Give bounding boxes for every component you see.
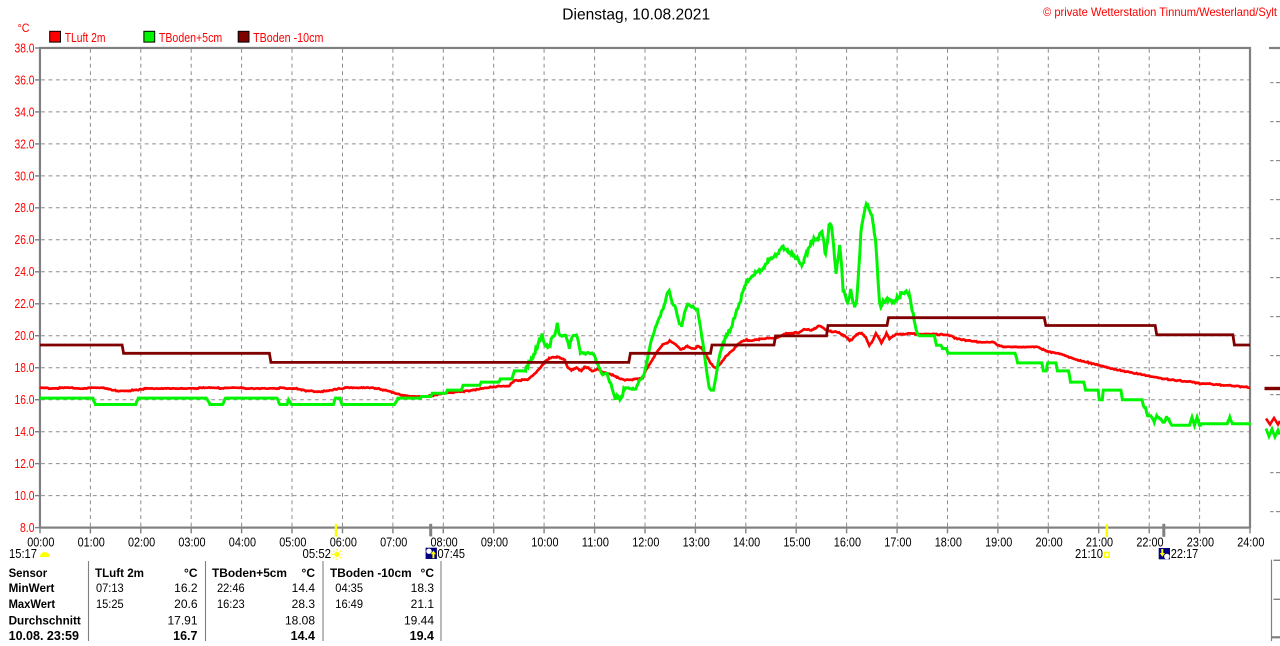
svg-text:22:17: 22:17 (1171, 546, 1199, 561)
svg-text:10.0: 10.0 (15, 488, 35, 503)
svg-text:16.2: 16.2 (174, 581, 198, 595)
svg-text:TLuft 2m: TLuft 2m (65, 30, 106, 45)
svg-text:28.3: 28.3 (292, 597, 316, 611)
svg-text:12:00: 12:00 (632, 534, 659, 549)
svg-text:TLuft 2m: TLuft 2m (95, 566, 144, 580)
svg-text:02:00: 02:00 (128, 534, 155, 549)
svg-text:03:00: 03:00 (178, 534, 205, 549)
svg-text:16.0: 16.0 (15, 392, 35, 407)
svg-text:Dienstag, 10.08.2021: Dienstag, 10.08.2021 (562, 7, 710, 24)
svg-text:16:23: 16:23 (217, 597, 245, 611)
svg-text:19:00: 19:00 (985, 534, 1012, 549)
svg-text:19.4: 19.4 (410, 629, 434, 641)
svg-text:24:00: 24:00 (1237, 534, 1264, 549)
svg-text:06:00: 06:00 (330, 534, 357, 549)
svg-text:15:25: 15:25 (96, 597, 124, 611)
svg-text:07:00: 07:00 (380, 534, 407, 549)
svg-text:14.4: 14.4 (292, 581, 316, 595)
svg-text:°C: °C (421, 566, 435, 580)
svg-text:18:00: 18:00 (935, 534, 962, 549)
svg-text:°C: °C (18, 21, 30, 35)
svg-text:13:00: 13:00 (683, 534, 710, 549)
svg-text:36.0: 36.0 (15, 72, 35, 87)
svg-text:18.08: 18.08 (285, 613, 315, 627)
svg-text:21.1: 21.1 (411, 597, 435, 611)
svg-text:21:10: 21:10 (1075, 546, 1103, 561)
svg-text:01:00: 01:00 (78, 534, 105, 549)
svg-text:32.0: 32.0 (15, 136, 35, 151)
svg-text:14:00: 14:00 (733, 534, 760, 549)
svg-text:24.0: 24.0 (15, 264, 35, 279)
svg-text:8.0: 8.0 (20, 520, 35, 535)
svg-text:14.4: 14.4 (291, 629, 315, 641)
svg-text:20:00: 20:00 (1036, 534, 1063, 549)
svg-text:10.08. 23:59: 10.08. 23:59 (9, 629, 79, 641)
svg-text:07:45: 07:45 (438, 546, 466, 561)
svg-text:22:00: 22:00 (1136, 534, 1163, 549)
svg-text:12.0: 12.0 (15, 456, 35, 471)
svg-text:34.0: 34.0 (15, 104, 35, 119)
svg-text:17.91: 17.91 (167, 613, 197, 627)
svg-text:16.7: 16.7 (173, 629, 197, 641)
svg-text:18.0: 18.0 (15, 360, 35, 375)
svg-text:MaxWert: MaxWert (9, 597, 56, 611)
svg-text:22.0: 22.0 (15, 296, 35, 311)
svg-text:11:00: 11:00 (582, 534, 609, 549)
svg-text:07:13: 07:13 (96, 581, 124, 595)
svg-text:22:46: 22:46 (217, 581, 245, 595)
svg-text:Durchschnitt: Durchschnitt (9, 613, 81, 627)
svg-text:38.0: 38.0 (15, 40, 35, 55)
svg-text:15:17: 15:17 (9, 546, 37, 561)
svg-text:04:35: 04:35 (335, 581, 363, 595)
svg-text:05:52: 05:52 (303, 546, 332, 561)
svg-text:°C: °C (184, 566, 198, 580)
svg-text:26.0: 26.0 (15, 232, 35, 247)
svg-text:© private Wetterstation Tinnum: © private Wetterstation Tinnum/Westerlan… (1043, 5, 1278, 19)
svg-text:Sensor: Sensor (9, 566, 48, 580)
svg-text:30.0: 30.0 (15, 168, 35, 183)
svg-text:TBoden+5cm: TBoden+5cm (212, 566, 287, 580)
svg-text:15:00: 15:00 (783, 534, 810, 549)
svg-text:TBoden -10cm: TBoden -10cm (253, 30, 323, 45)
svg-text:20.0: 20.0 (15, 328, 35, 343)
svg-text:16:49: 16:49 (335, 597, 363, 611)
svg-text:19.44: 19.44 (404, 613, 434, 627)
svg-text:TBoden+5cm: TBoden+5cm (159, 30, 222, 45)
svg-text:°C: °C (302, 566, 316, 580)
svg-text:28.0: 28.0 (15, 200, 35, 215)
svg-text:10:00: 10:00 (531, 534, 558, 549)
svg-text:09:00: 09:00 (481, 534, 508, 549)
svg-text:14.0: 14.0 (15, 424, 35, 439)
svg-text:17:00: 17:00 (884, 534, 911, 549)
svg-text:20.6: 20.6 (174, 597, 198, 611)
svg-text:TBoden -10cm: TBoden -10cm (330, 566, 412, 580)
svg-text:MinWert: MinWert (9, 581, 55, 595)
svg-text:16:00: 16:00 (834, 534, 861, 549)
svg-text:18.3: 18.3 (411, 581, 435, 595)
svg-text:04:00: 04:00 (229, 534, 256, 549)
